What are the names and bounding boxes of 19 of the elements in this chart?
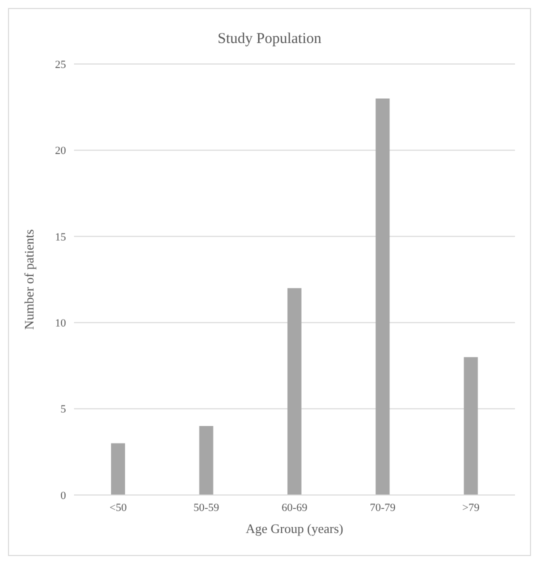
x-axis-title: Age Group (years) [246, 521, 344, 536]
bar [287, 288, 302, 495]
y-tick-label: 10 [55, 318, 66, 330]
bar [376, 98, 390, 495]
bar [464, 357, 478, 495]
x-tick-label: 70-79 [370, 502, 396, 514]
chart-title: Study Population [216, 31, 322, 48]
x-tick-label: <50 [109, 502, 128, 514]
y-tick-label: 0 [60, 490, 66, 502]
bar [199, 426, 214, 495]
y-tick-label: 5 [60, 404, 66, 416]
x-tick-label: >79 [462, 502, 480, 514]
x-tick-label: 60-69 [282, 502, 308, 514]
x-tick-label: 50-59 [193, 502, 220, 514]
y-tick-label: 20 [55, 145, 66, 158]
y-tick-label: 25 [55, 58, 66, 71]
bar [111, 443, 126, 495]
y-tick-label: 15 [55, 231, 66, 244]
y-axis-title: Number of patients [22, 229, 37, 330]
